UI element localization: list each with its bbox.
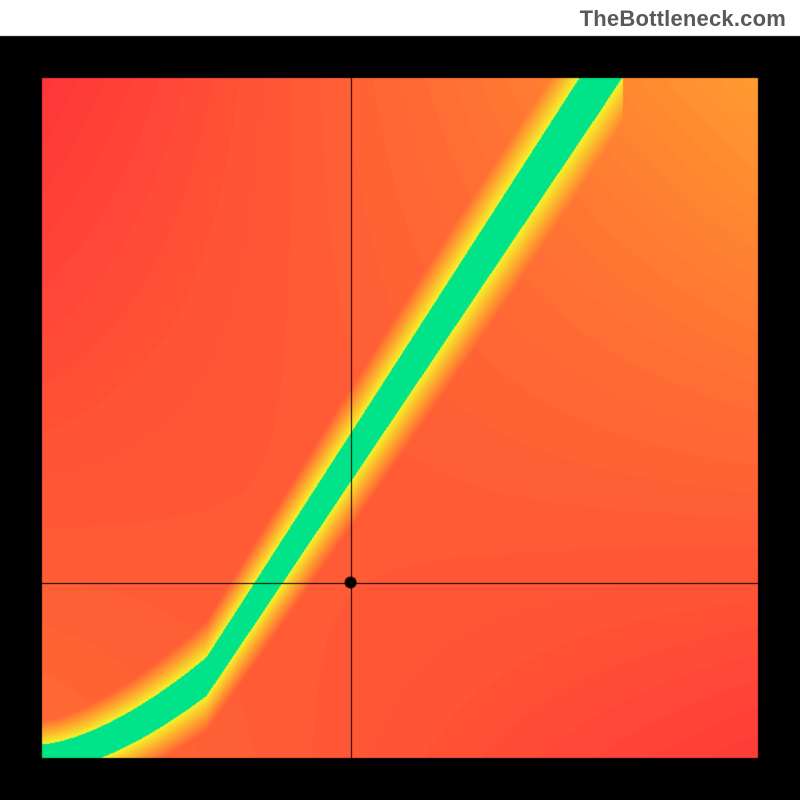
bottleneck-heatmap	[0, 0, 800, 800]
watermark-label: TheBottleneck.com	[580, 6, 786, 32]
